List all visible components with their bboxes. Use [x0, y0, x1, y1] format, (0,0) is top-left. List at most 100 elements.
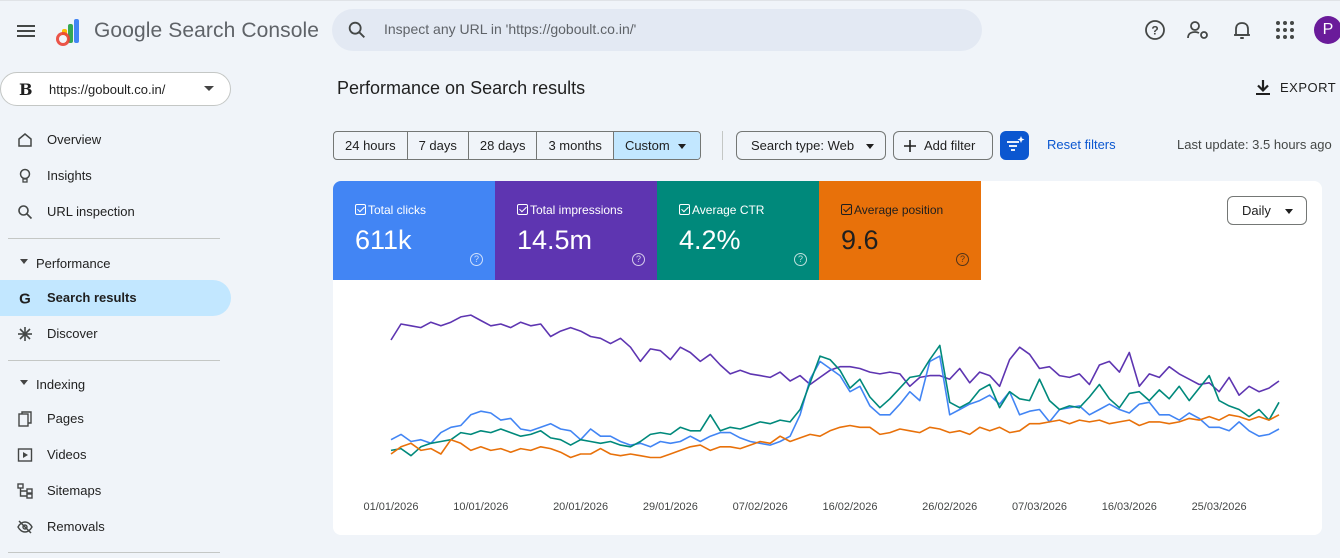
apps-grid-icon[interactable] [1273, 18, 1297, 42]
reset-filters-link[interactable]: Reset filters [1047, 137, 1116, 152]
video-icon [17, 448, 33, 462]
metric-label: Average CTR [692, 203, 765, 217]
metric-value: 9.6 [841, 225, 879, 255]
metric-total-clicks[interactable]: Total clicks 611k ? [333, 181, 495, 280]
metric-average-position[interactable]: Average position 9.6 ? [819, 181, 981, 280]
metric-label: Total impressions [530, 203, 623, 217]
advanced-filter-button[interactable] [1000, 131, 1029, 160]
main-menu-icon[interactable] [14, 19, 38, 43]
sitemap-icon [17, 483, 33, 499]
url-inspect-search-bar[interactable]: Inspect any URL in 'https://goboult.co.i… [332, 9, 982, 51]
metric-total-impressions[interactable]: Total impressions 14.5m ? [495, 181, 657, 280]
sidebar-item-label: Pages [47, 411, 84, 426]
property-url: https://goboult.co.in/ [49, 82, 166, 97]
sidebar-item-label: Overview [47, 132, 102, 147]
sidebar-item-overview[interactable]: Overview [0, 122, 231, 158]
sidebar-item-label: Discover [47, 326, 98, 341]
x-tick-label: 01/01/2026 [363, 501, 418, 513]
range-7-days[interactable]: 7 days [408, 132, 469, 159]
help-icon[interactable]: ? [1143, 18, 1167, 42]
help-icon[interactable]: ? [632, 253, 645, 266]
export-label: EXPORT [1280, 80, 1337, 95]
property-selector[interactable]: B https://goboult.co.in/ [0, 72, 231, 106]
sidebar-item-label: Insights [47, 168, 92, 183]
metric-label: Average position [854, 203, 944, 217]
sidebar-item-pages[interactable]: Pages [0, 401, 231, 437]
sidebar-item-label: Removals [47, 519, 105, 534]
notifications-bell-icon[interactable] [1230, 18, 1254, 42]
sidebar-item-discover[interactable]: Discover [0, 316, 231, 352]
range-24-hours[interactable]: 24 hours [334, 132, 408, 159]
sidebar-item-search-results[interactable]: G Search results [0, 280, 231, 316]
date-range-selector: 24 hours 7 days 28 days 3 months Custom [333, 131, 701, 160]
range-custom[interactable]: Custom [613, 132, 700, 159]
sidebar-item-removals[interactable]: Removals [0, 509, 231, 545]
sidebar-item-url-inspection[interactable]: URL inspection [0, 194, 231, 230]
metric-average-ctr[interactable]: Average CTR 4.2% ? [657, 181, 819, 280]
search-console-logo-icon[interactable] [54, 17, 86, 47]
sidebar-item-label: Videos [47, 447, 87, 462]
sidebar-item-label: URL inspection [47, 204, 135, 219]
search-icon [18, 205, 33, 220]
help-icon[interactable]: ? [794, 253, 807, 266]
user-settings-icon[interactable] [1186, 18, 1210, 42]
download-icon [1256, 80, 1270, 95]
search-type-label: Search type: Web [751, 138, 855, 153]
checkbox-checked-icon[interactable] [355, 204, 366, 215]
sidebar-divider [8, 238, 220, 239]
x-tick-label: 07/03/2026 [1012, 501, 1067, 513]
last-update-text: Last update: 3.5 hours ago [1177, 137, 1332, 152]
avatar[interactable]: P [1314, 16, 1340, 44]
page-title: Performance on Search results [337, 78, 586, 98]
checkbox-checked-icon[interactable] [841, 204, 852, 215]
search-icon [348, 21, 365, 38]
granularity-dropdown[interactable]: Daily [1227, 196, 1307, 225]
metric-label: Total clicks [368, 203, 427, 217]
metric-value: 4.2% [679, 225, 741, 255]
x-tick-label: 29/01/2026 [643, 501, 698, 513]
home-icon [18, 133, 32, 147]
collapse-triangle-icon [20, 380, 28, 385]
metric-value: 14.5m [517, 225, 593, 255]
series-line-average-ctr [390, 344, 1280, 457]
caret-down-icon [866, 144, 874, 149]
help-icon[interactable]: ? [470, 253, 483, 266]
performance-line-chart: 01/01/2026 10/01/2026 20/01/2026 29/01/2026… [363, 314, 1280, 513]
x-tick-label: 10/01/2026 [453, 501, 508, 513]
series-line-total-impressions [390, 314, 1280, 396]
search-placeholder[interactable]: Inspect any URL in 'https://goboult.co.i… [384, 21, 637, 37]
x-tick-label: 26/02/2026 [922, 501, 977, 513]
pages-icon [18, 411, 32, 427]
app-title[interactable]: Google Search Console [94, 19, 320, 42]
granularity-label: Daily [1242, 203, 1271, 218]
x-tick-label: 16/02/2026 [822, 501, 877, 513]
top-bar: Google Search Console Inspect any URL in… [0, 0, 1340, 60]
caret-down-icon [1285, 209, 1293, 214]
google-g-icon: G [19, 291, 31, 307]
range-3-months[interactable]: 3 months [537, 132, 614, 159]
filter-separator [722, 131, 723, 160]
section-label: Indexing [36, 377, 86, 392]
performance-chart-card: Total clicks 611k ? Total impressions 14… [333, 181, 1322, 535]
checkbox-checked-icon[interactable] [517, 204, 528, 215]
eye-off-icon [17, 520, 33, 534]
sidebar-item-insights[interactable]: Insights [0, 158, 231, 194]
sidebar-item-label: Sitemaps [47, 483, 102, 498]
checkbox-checked-icon[interactable] [679, 204, 690, 215]
range-28-days[interactable]: 28 days [469, 132, 538, 159]
sidebar-section-performance[interactable]: Performance [0, 248, 231, 278]
search-type-dropdown[interactable]: Search type: Web [736, 131, 886, 160]
add-filter-button[interactable]: Add filter [893, 131, 993, 160]
sidebar-divider [8, 552, 220, 553]
sidebar-item-sitemaps[interactable]: Sitemaps [0, 473, 231, 509]
filter-sparkle-icon [1007, 136, 1025, 151]
sidebar-section-indexing[interactable]: Indexing [0, 369, 231, 399]
sidebar-item-videos[interactable]: Videos [0, 437, 231, 473]
chevron-down-icon [204, 86, 214, 91]
section-label: Performance [36, 256, 111, 271]
sidebar-divider [8, 360, 220, 361]
plus-icon [904, 140, 916, 152]
add-filter-label: Add filter [924, 138, 976, 153]
help-icon[interactable]: ? [956, 253, 969, 266]
x-tick-label: 20/01/2026 [553, 501, 608, 513]
